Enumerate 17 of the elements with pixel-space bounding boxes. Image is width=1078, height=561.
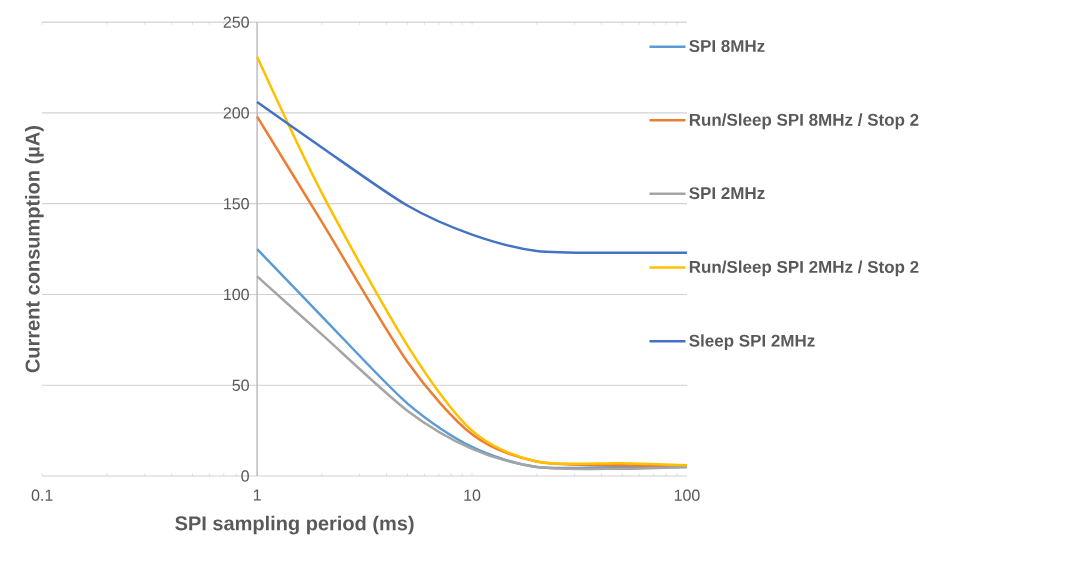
legend-label: Run/Sleep SPI 2MHz / Stop 2 [689,260,919,277]
x-axis-title: SPI sampling period (ms) [175,515,414,535]
legend-label: SPI 2MHz [689,187,765,200]
y-tick-label: 150 [224,197,249,210]
y-tick-label: 50 [232,379,249,391]
x-tick-label: 0.1 [31,489,53,501]
y-tick-label: 100 [224,288,249,301]
y-axis-title: Current consumption (µA) [25,125,44,373]
x-tick-label: 100 [674,489,700,501]
legend-label: Sleep SPI 2MHz [689,334,815,351]
y-tick-label: 200 [223,107,249,119]
legend-label: SPI 8MHz [689,39,765,52]
x-tick-label: 10 [464,489,481,501]
legend-label: Run/Sleep SPI 8MHz / Stop 2 [689,113,919,130]
y-tick-label: 0 [241,470,249,482]
y-tick-label: 250 [223,16,249,28]
x-tick-label: 1 [253,489,261,501]
